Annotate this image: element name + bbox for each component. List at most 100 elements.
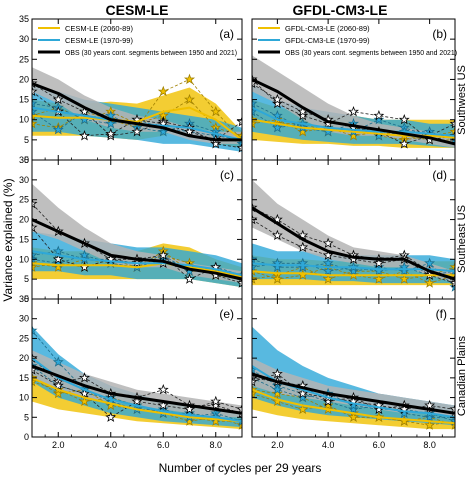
plot-area xyxy=(32,183,242,288)
legend: CESM-LE (2060-89) CESM-LE (1970-99) OBS (3… xyxy=(38,24,237,57)
x-tick-label: 2.0 xyxy=(52,440,65,450)
member-star xyxy=(252,376,258,387)
y-tick-label: 10 xyxy=(19,254,29,264)
mean-line-2 xyxy=(252,262,455,273)
member-star xyxy=(236,403,242,415)
member-star xyxy=(157,383,169,395)
y-axis-label: Variance explained (%) xyxy=(1,178,15,301)
panel-f: 2.0 4.0 6.0 8.0 (f) xyxy=(251,298,456,450)
member-star xyxy=(348,403,359,415)
member-star xyxy=(373,113,385,125)
panel-frame xyxy=(31,298,243,438)
member-star xyxy=(32,97,38,109)
member-star xyxy=(373,273,385,284)
member-star xyxy=(398,273,410,284)
panel-c: 0 5 10 15 20 25 30 35 (c) xyxy=(19,155,243,304)
y-tick-label: 5 xyxy=(24,412,29,422)
legend-label: OBS (30 years cont. segments between 195… xyxy=(65,50,237,57)
y-tick-label: 15 xyxy=(19,95,29,105)
member-star xyxy=(252,387,258,399)
member-star xyxy=(347,130,360,141)
member-star xyxy=(105,128,117,139)
member-star xyxy=(271,383,283,395)
mean-line-2 xyxy=(252,106,455,137)
mean-line-1 xyxy=(252,388,455,425)
y-tick-label: 5 xyxy=(24,135,29,145)
member-star xyxy=(184,403,195,415)
member-star xyxy=(252,117,258,129)
member-star xyxy=(105,109,117,121)
row-title-canadian-plains: Canadian Plains xyxy=(456,335,468,416)
member-star xyxy=(271,387,283,399)
member-star xyxy=(373,257,385,268)
member-line-2-1 xyxy=(32,111,242,145)
x-tick-label: 8.0 xyxy=(423,440,436,450)
member-star xyxy=(210,105,222,117)
legend-label: CESM-LE (1970-99) xyxy=(65,36,133,45)
legend-label: CESM-LE (2060-89) xyxy=(65,24,133,33)
legend: GFDL-CM3-LE (2060-89) GFDL-CM3-LE (1970-9… xyxy=(258,24,457,57)
x-tick-label: 2.0 xyxy=(271,440,284,450)
y-tick-label: 15 xyxy=(19,373,29,383)
member-line-3-2 xyxy=(32,369,242,418)
y-tick-label: 0 xyxy=(24,155,29,165)
member-star xyxy=(210,399,222,411)
panel-label: (b) xyxy=(432,27,447,41)
member-star xyxy=(32,85,38,97)
member-star xyxy=(183,415,196,426)
member-star xyxy=(271,368,283,379)
y-tick-label: 20 xyxy=(19,353,29,363)
mean-line-3 xyxy=(32,82,242,142)
x-tick-label: 4.0 xyxy=(322,440,335,450)
member-star xyxy=(210,138,222,149)
member-star xyxy=(398,113,410,125)
legend-label: GFDL-CM3-LE (1970-99) xyxy=(285,36,370,45)
member-star xyxy=(271,97,283,109)
member-star xyxy=(424,257,436,268)
y-tick-label: 30 xyxy=(19,175,29,185)
x-tick-label: 8.0 xyxy=(209,440,222,450)
member-star xyxy=(348,411,359,422)
member-star xyxy=(157,85,169,97)
column-title-cesm: CESM-LE xyxy=(106,2,169,18)
y-tick-label: 25 xyxy=(19,54,29,64)
member-star xyxy=(32,117,38,129)
member-star xyxy=(297,403,309,415)
plot-area xyxy=(32,67,242,153)
member-star xyxy=(322,399,334,411)
legend-label: GFDL-CM3-LE (2060-89) xyxy=(285,24,370,33)
y-tick-label: 20 xyxy=(19,74,29,84)
member-star xyxy=(79,372,90,383)
column-title-gfdl: GFDL-CM3-LE xyxy=(293,2,388,18)
panel-frame xyxy=(251,298,456,438)
member-star xyxy=(78,130,91,141)
member-star xyxy=(297,387,309,399)
member-star xyxy=(157,399,169,411)
y-tick-label: 30 xyxy=(19,314,29,324)
x-tick-label: 6.0 xyxy=(157,440,170,450)
member-star xyxy=(183,73,196,85)
member-star xyxy=(236,277,242,288)
member-star xyxy=(424,399,436,411)
mean-line-1 xyxy=(32,106,242,141)
member-star xyxy=(449,277,455,288)
member-star xyxy=(322,265,334,276)
member-star xyxy=(183,273,196,284)
x-axis-label: Number of cycles per 29 years xyxy=(159,461,322,475)
member-star xyxy=(52,387,64,399)
member-line-2-2 xyxy=(252,103,455,141)
member-star xyxy=(449,117,455,129)
plot-area xyxy=(252,55,455,149)
mean-line-3 xyxy=(252,78,455,146)
member-star xyxy=(271,122,283,133)
panel-label: (d) xyxy=(432,168,447,182)
member-star xyxy=(78,249,91,260)
member-star xyxy=(449,403,455,415)
y-tick-label: 0 xyxy=(24,294,29,304)
y-tick-label: 10 xyxy=(19,115,29,125)
member-star xyxy=(32,221,38,233)
mean-line-1 xyxy=(32,376,242,423)
mean-line-1 xyxy=(32,262,242,279)
